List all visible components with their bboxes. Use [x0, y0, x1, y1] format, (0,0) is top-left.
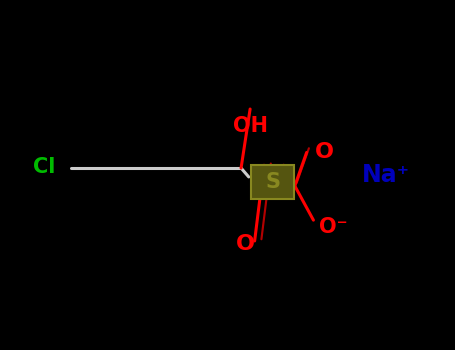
Text: OH: OH [233, 117, 268, 136]
Text: Cl: Cl [33, 157, 56, 177]
FancyBboxPatch shape [251, 165, 294, 198]
Text: O: O [315, 142, 334, 162]
Text: O: O [236, 234, 255, 254]
Text: S: S [265, 172, 280, 192]
Text: Na⁺: Na⁺ [362, 163, 410, 187]
Text: O⁻: O⁻ [319, 217, 348, 237]
